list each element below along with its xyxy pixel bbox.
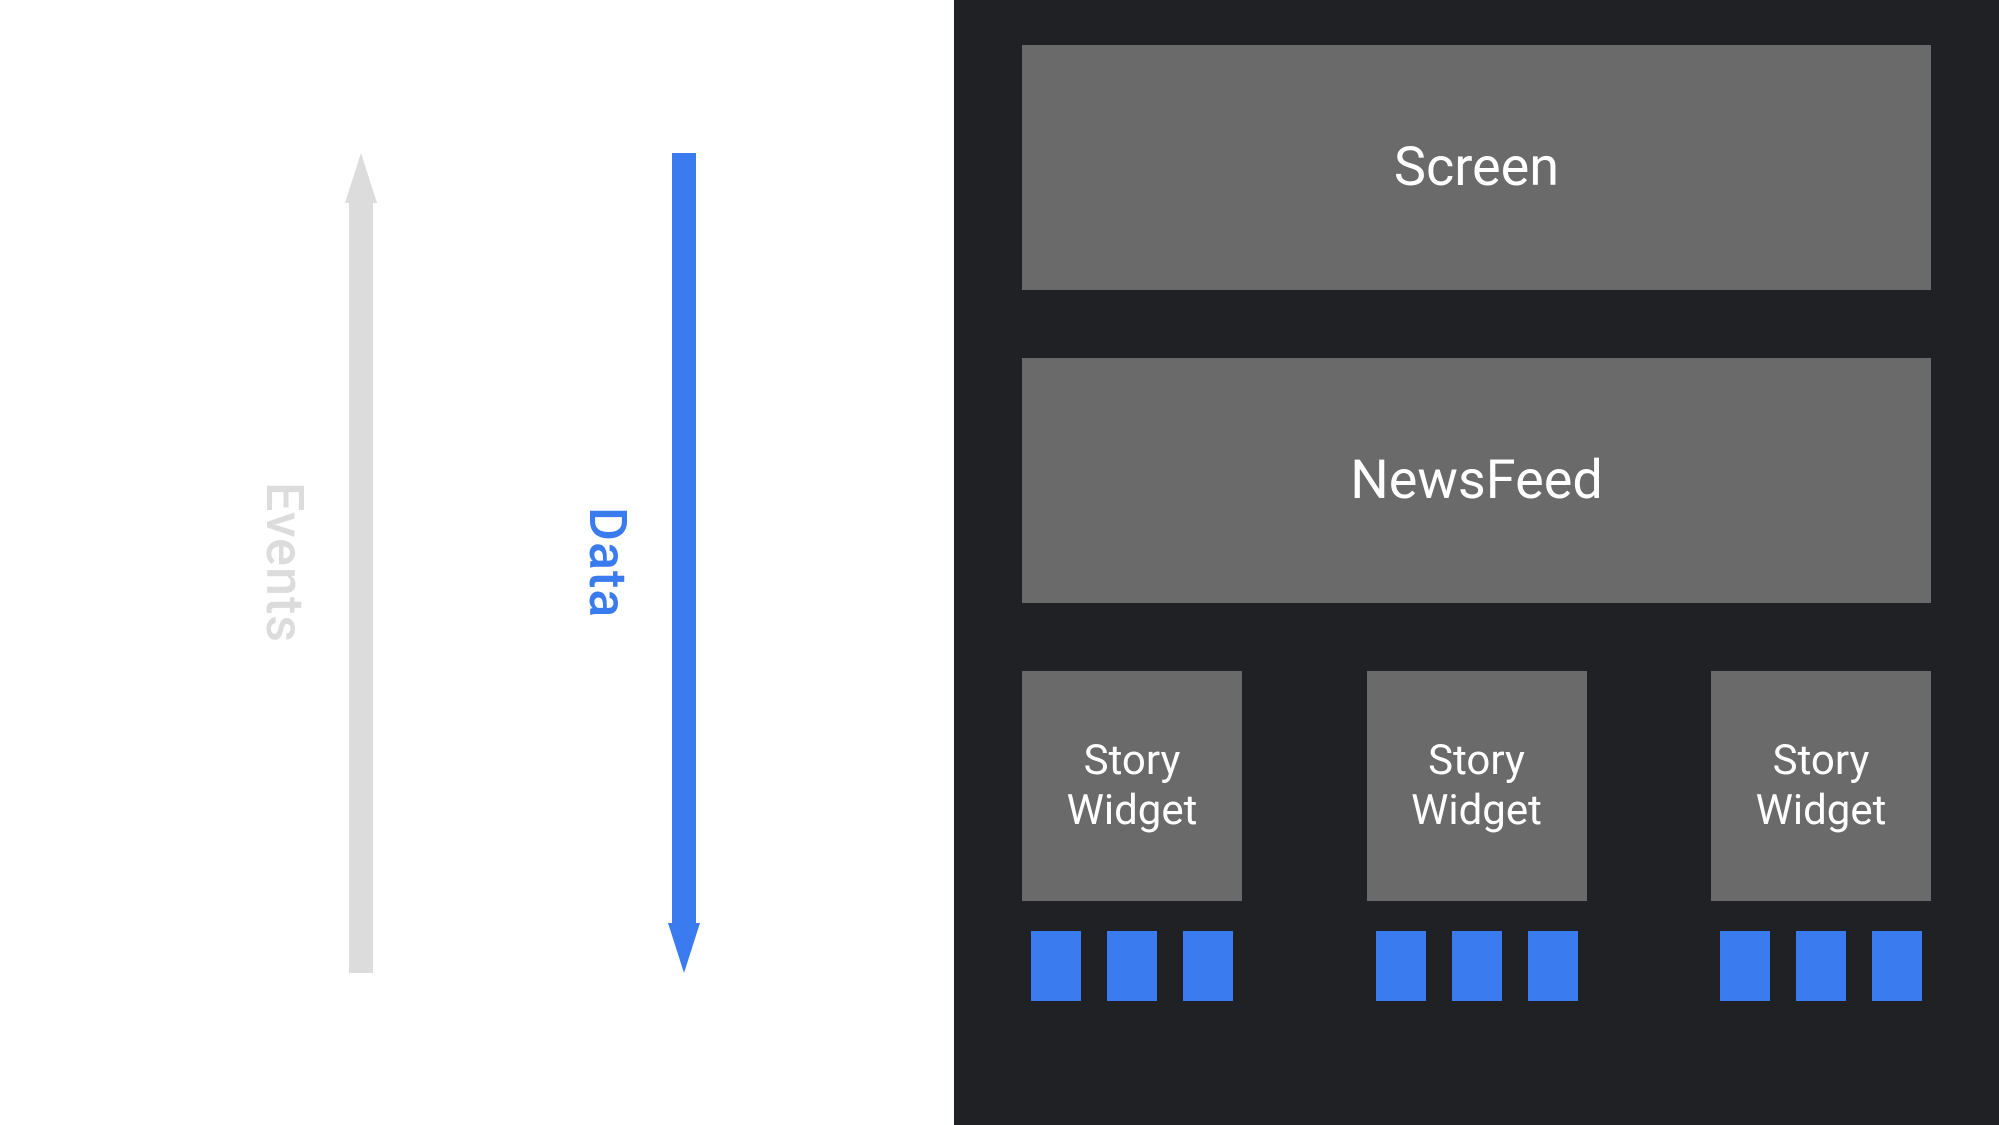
chip	[1720, 931, 1770, 1001]
newsfeed-box: NewsFeed	[1022, 358, 1931, 603]
chips-row	[1720, 931, 1922, 1001]
widget-column: Story Widget	[1367, 671, 1587, 1001]
chip	[1376, 931, 1426, 1001]
data-label: Data	[577, 507, 638, 618]
chip	[1031, 931, 1081, 1001]
story-widget-box: Story Widget	[1367, 671, 1587, 901]
events-arrow-group: Events	[254, 153, 377, 973]
chips-row	[1031, 931, 1233, 1001]
widget-column: Story Widget	[1711, 671, 1931, 1001]
story-widget-box: Story Widget	[1022, 671, 1242, 901]
events-label: Events	[254, 482, 315, 643]
chips-row	[1376, 931, 1578, 1001]
widgets-row: Story Widget Story Widget Story Widget	[1022, 671, 1931, 1001]
screen-box: Screen	[1022, 45, 1931, 290]
left-panel: Events Data	[0, 0, 954, 1125]
right-panel: Screen NewsFeed Story WidgetStory Widget…	[954, 0, 1999, 1125]
story-widget-box: Story Widget	[1711, 671, 1931, 901]
arrow-down-icon	[668, 153, 700, 973]
arrow-up-icon	[345, 153, 377, 973]
widget-column: Story Widget	[1022, 671, 1242, 1001]
chip	[1183, 931, 1233, 1001]
chip	[1796, 931, 1846, 1001]
chip	[1872, 931, 1922, 1001]
chip	[1528, 931, 1578, 1001]
chip	[1452, 931, 1502, 1001]
chip	[1107, 931, 1157, 1001]
data-arrow-group: Data	[577, 153, 700, 973]
